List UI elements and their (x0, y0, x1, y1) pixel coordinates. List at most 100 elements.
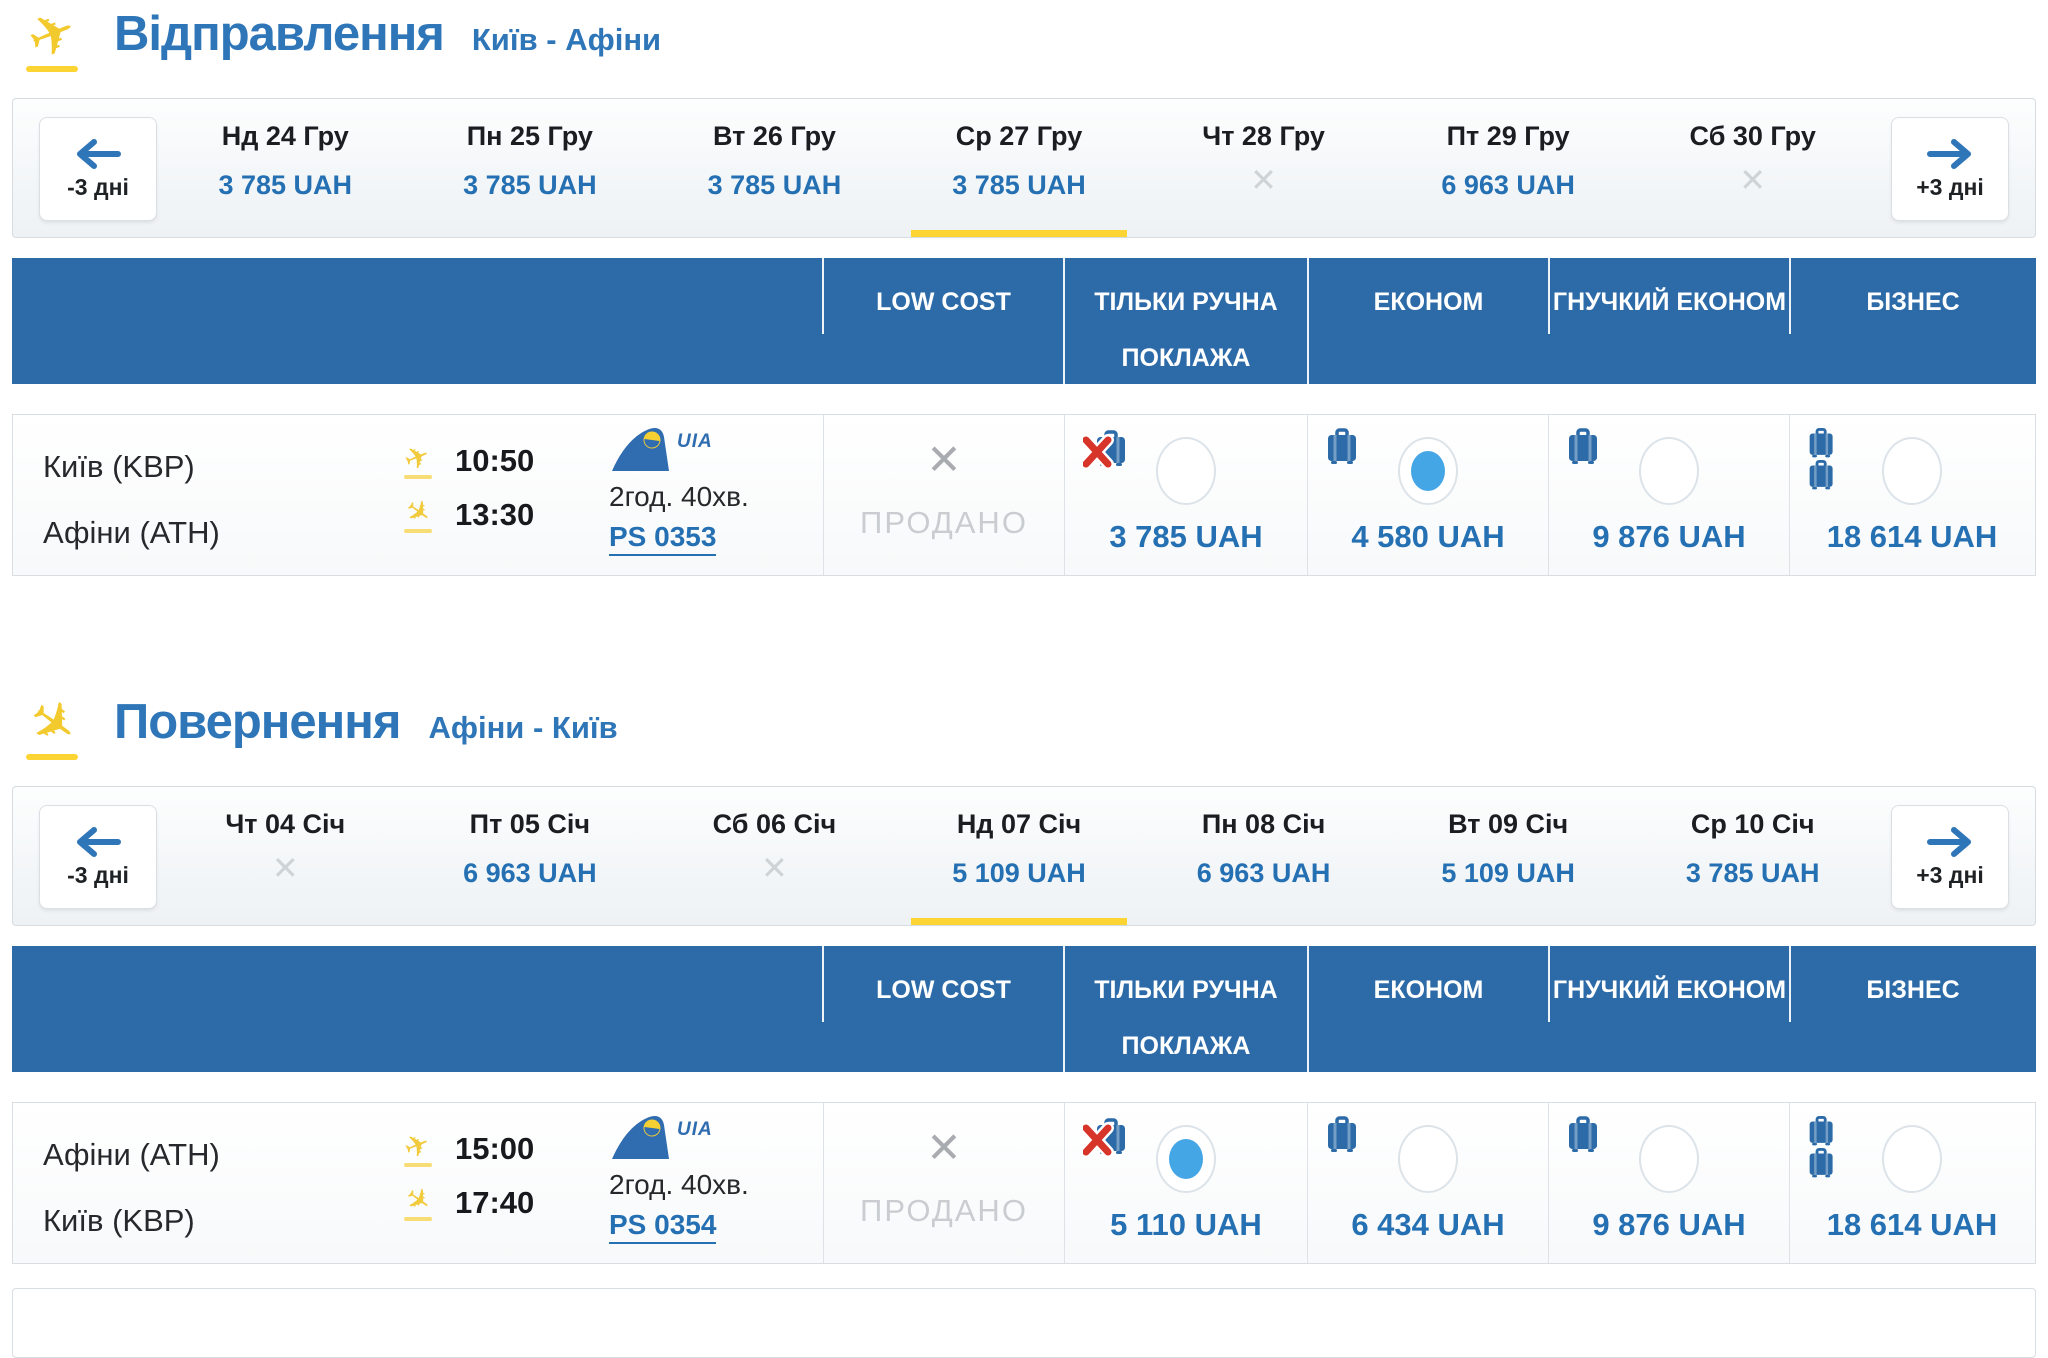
checked-bag-icon (1326, 428, 1358, 465)
fare-header-hand-luggage: ТІЛЬКИ РУЧНА ПОКЛАЖА (1063, 258, 1308, 384)
date-cell[interactable]: Вт 26 Гру 3 785 UAH (652, 99, 897, 237)
takeoff-icon: ✈ (399, 437, 437, 479)
fare-header-hand-luggage: ТІЛЬКИ РУЧНА ПОКЛАЖА (1063, 946, 1308, 1072)
fare-price: 18 614 UAH (1826, 519, 1998, 554)
fare-radio[interactable] (1156, 437, 1216, 505)
return-flight-row: Афіни (ATH) Київ (KBP) ✈ 15:00 ✈ 17:40 U… (12, 1102, 2036, 1264)
date-label: Ср 10 Січ (1690, 809, 1815, 839)
flight-number-link[interactable]: PS 0354 (609, 1209, 717, 1244)
route-label: Афіни - Київ (428, 710, 618, 745)
fare-header-flex-economy: ГНУЧКИЙ ЕКОНОМ (1548, 946, 1790, 1072)
fare-class-header: LOW COST ТІЛЬКИ РУЧНА ПОКЛАЖА ЕКОНОМ ГНУ… (12, 258, 2036, 384)
fare-radio[interactable] (1882, 437, 1942, 505)
prev-dates-button[interactable]: -3 дні (39, 805, 157, 909)
date-cell[interactable]: Пн 25 Гру 3 785 UAH (408, 99, 653, 237)
arrow-right-icon (1926, 138, 1974, 170)
fare-header-lowcost: LOW COST (822, 258, 1064, 384)
cabin-bag-crossed-icon (1083, 1118, 1127, 1157)
fare-price: 4 580 UAH (1351, 519, 1505, 554)
flight-duration: 2год. 40хв. (609, 1169, 749, 1200)
date-cell[interactable]: Пт 05 Січ 6 963 UAH (408, 787, 653, 925)
prev-dates-label: -3 дні (67, 861, 129, 888)
fare-radio-selected[interactable] (1398, 437, 1458, 505)
next-dates-button[interactable]: +3 дні (1891, 805, 2009, 909)
date-price: 6 963 UAH (1441, 170, 1575, 200)
arrow-right-icon (1926, 826, 1974, 858)
fare-radio[interactable] (1639, 1125, 1699, 1193)
date-price: 6 963 UAH (463, 858, 597, 888)
flight-number-link[interactable]: PS 0353 (609, 521, 717, 556)
date-label: Вт 26 Гру (713, 121, 836, 151)
arrival-time: 13:30 (455, 497, 535, 532)
uia-tailfin-logo (612, 1115, 669, 1159)
fare-cell-lowcost-sold: ✕ ПРОДАНО (823, 415, 1064, 575)
departure-time: 15:00 (455, 1131, 535, 1166)
arrival-time: 17:40 (455, 1185, 535, 1220)
date-label: Чт 28 Гру (1202, 121, 1325, 151)
date-label: Пт 05 Січ (469, 809, 591, 839)
date-cell-selected[interactable]: Нд 07 Січ 5 109 UAH (897, 787, 1142, 925)
date-cell-sold-out: Сб 30 Гру ✕ (1630, 99, 1875, 237)
origin-city: Київ (KBP) (43, 449, 195, 484)
date-cell[interactable]: Ср 10 Січ 3 785 UAH (1630, 787, 1875, 925)
next-row-partial (12, 1288, 2036, 1358)
fare-cell-flex-economy[interactable]: 9 876 UAH (1548, 415, 1789, 575)
sold-out-icon: ✕ (271, 850, 299, 886)
fare-cell-economy[interactable]: 6 434 UAH (1307, 1103, 1548, 1263)
date-cell-sold-out: Чт 28 Гру ✕ (1141, 99, 1386, 237)
date-cell[interactable]: Пт 29 Гру 6 963 UAH (1386, 99, 1631, 237)
uia-tailfin-logo (612, 427, 669, 471)
date-cell[interactable]: Нд 24 Гру 3 785 UAH (163, 99, 408, 237)
date-price: 3 785 UAH (463, 170, 597, 200)
sold-out-icon: ✕ (926, 436, 962, 483)
fare-cell-flex-economy[interactable]: 9 876 UAH (1548, 1103, 1789, 1263)
fare-price: 9 876 UAH (1592, 519, 1746, 554)
fare-cell-business[interactable]: 18 614 UAH (1789, 1103, 2034, 1263)
fare-radio[interactable] (1882, 1125, 1942, 1193)
date-price: 5 109 UAH (952, 858, 1086, 888)
date-list: Чт 04 Січ ✕ Пт 05 Січ 6 963 UAH Сб 06 Сі… (163, 787, 1875, 925)
airline-name: UIA (677, 1119, 713, 1140)
fare-radio[interactable] (1398, 1125, 1458, 1193)
return-section: ✈ Повернення Афіни - Київ -3 дні Чт 04 С… (0, 683, 2048, 1358)
cabin-bag-crossed-icon (1083, 430, 1127, 469)
fare-price: 18 614 UAH (1826, 1207, 1998, 1242)
landing-icon: ✈ (397, 490, 439, 534)
sold-out-icon: ✕ (1250, 162, 1277, 198)
date-price: 3 785 UAH (952, 170, 1086, 200)
date-label: Сб 30 Гру (1689, 121, 1816, 151)
fare-cell-hand-luggage[interactable]: 3 785 UAH (1064, 415, 1307, 575)
departure-flight-row: Київ (KBP) Афіни (ATH) ✈ 10:50 ✈ 13:30 U… (12, 414, 2036, 576)
fare-header-spacer (12, 946, 823, 1072)
fare-cell-economy[interactable]: 4 580 UAH (1307, 415, 1548, 575)
date-price: 5 109 UAH (1441, 858, 1575, 888)
fare-radio-selected[interactable] (1156, 1125, 1216, 1193)
date-label: Нд 07 Січ (956, 809, 1082, 839)
date-price: 3 785 UAH (707, 170, 842, 200)
fare-radio[interactable] (1639, 437, 1699, 505)
arrow-left-icon (74, 138, 122, 170)
prev-dates-button[interactable]: -3 дні (39, 117, 157, 221)
sold-out-label: ПРОДАНО (860, 505, 1028, 540)
date-label: Пн 08 Січ (1201, 809, 1326, 839)
date-cell-sold-out: Сб 06 Січ ✕ (652, 787, 897, 925)
fare-cell-business[interactable]: 18 614 UAH (1789, 415, 2034, 575)
next-dates-button[interactable]: +3 дні (1891, 117, 2009, 221)
fare-header-lowcost: LOW COST (822, 946, 1064, 1072)
fare-class-header: LOW COST ТІЛЬКИ РУЧНА ПОКЛАЖА ЕКОНОМ ГНУ… (12, 946, 2036, 1072)
date-list: Нд 24 Гру 3 785 UAH Пн 25 Гру 3 785 UAH … (163, 99, 1875, 237)
date-cell[interactable]: Вт 09 Січ 5 109 UAH (1386, 787, 1631, 925)
page-title: Повернення (114, 695, 401, 749)
fare-header-economy: ЕКОНОМ (1307, 946, 1549, 1072)
date-cell[interactable]: Пн 08 Січ 6 963 UAH (1141, 787, 1386, 925)
prev-dates-label: -3 дні (67, 173, 129, 200)
flight-info-cell: Київ (KBP) Афіни (ATH) ✈ 10:50 ✈ 13:30 U… (13, 415, 823, 575)
fare-cell-hand-luggage[interactable]: 5 110 UAH (1064, 1103, 1307, 1263)
date-cell-selected[interactable]: Ср 27 Гру 3 785 UAH (897, 99, 1142, 237)
fare-cell-lowcost-sold: ✕ ПРОДАНО (823, 1103, 1064, 1263)
date-cell-sold-out: Чт 04 Січ ✕ (163, 787, 408, 925)
plane-landing-icon: ✈ (14, 683, 91, 764)
arrow-left-icon (74, 826, 122, 858)
two-checked-bags-icon (1808, 1116, 1835, 1179)
date-label: Ср 27 Гру (955, 121, 1083, 151)
